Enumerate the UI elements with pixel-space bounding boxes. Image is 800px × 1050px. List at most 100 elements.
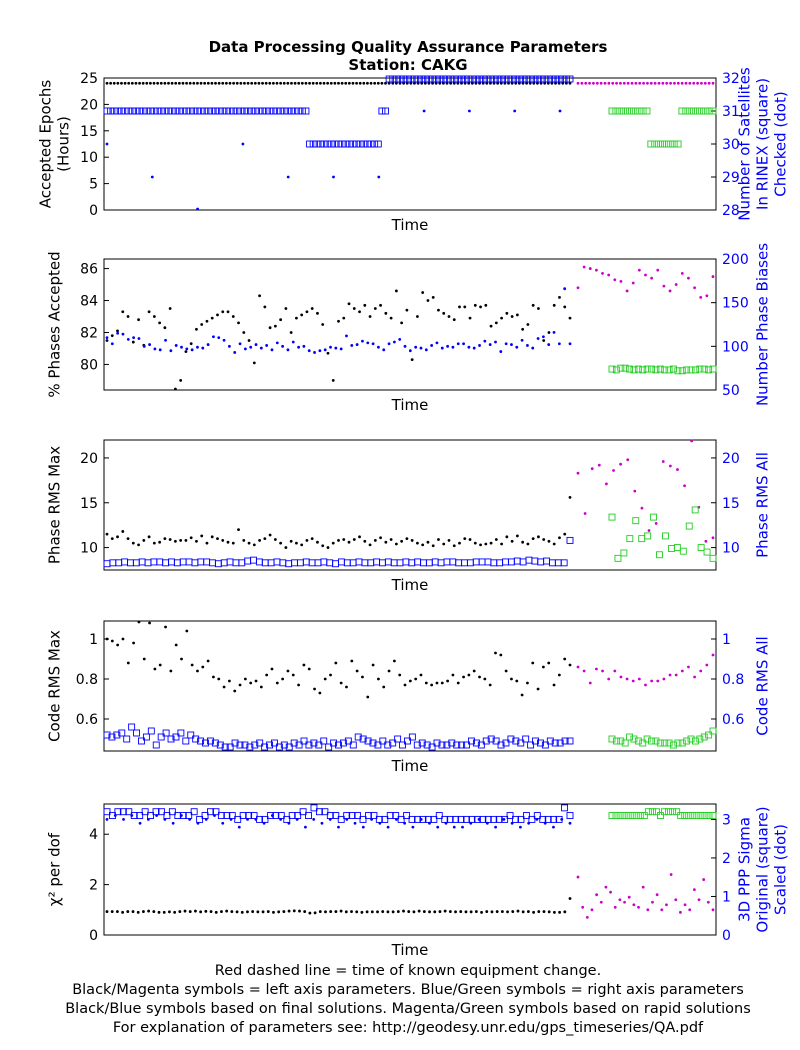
data-point [655, 140, 663, 148]
data-point [678, 367, 686, 375]
data-point [410, 358, 414, 362]
data-point [455, 559, 463, 567]
data-point [212, 107, 219, 115]
left-axis-label: Accepted Epochs [37, 80, 55, 209]
data-point [404, 737, 411, 745]
footer-line-3: Black/Blue symbols based on final soluti… [65, 1001, 751, 1017]
data-point [461, 559, 468, 567]
data-point [542, 538, 546, 541]
data-point [648, 365, 655, 373]
data-point [452, 81, 456, 85]
data-point [172, 733, 180, 741]
data-point [304, 825, 307, 829]
data-point [239, 812, 247, 820]
data-point [566, 737, 574, 745]
data-point [557, 342, 561, 346]
data-point [530, 75, 538, 83]
data-point [337, 558, 345, 566]
data-point [678, 107, 686, 115]
data-point [158, 348, 162, 352]
data-point [315, 808, 323, 816]
data-point [298, 107, 306, 115]
data-point [431, 295, 435, 299]
data-point [496, 81, 500, 85]
data-point [216, 537, 219, 541]
data-point [496, 559, 504, 567]
panel-4: 0.6 0.8 1 0.6 0.8 1 Time Code RMS Max Code RMS A… [46, 620, 772, 775]
data-point [519, 75, 527, 83]
data-point [674, 367, 682, 375]
data-point [507, 558, 515, 566]
data-point [476, 75, 484, 83]
data-point [515, 679, 519, 683]
data-point [177, 81, 181, 85]
data-point [635, 107, 643, 115]
data-point [295, 541, 298, 545]
data-point [379, 559, 386, 567]
right-tick-label: 1 [722, 632, 731, 648]
data-point [277, 107, 285, 115]
data-point [181, 81, 185, 85]
left-tick-label: 20 [80, 451, 98, 467]
data-point [386, 910, 390, 914]
data-point [167, 81, 170, 85]
data-point [321, 544, 325, 548]
data-point [408, 815, 416, 823]
data-point [525, 81, 528, 85]
data-point [121, 558, 129, 566]
data-point [513, 109, 517, 113]
data-point [168, 808, 176, 816]
data-point [626, 365, 634, 373]
data-point [302, 344, 306, 348]
data-point [195, 327, 198, 331]
left-axis-label: (Hours) [55, 116, 73, 172]
data-point [321, 808, 329, 816]
data-point [627, 107, 635, 115]
data-point [588, 81, 591, 85]
data-point [441, 815, 449, 823]
data-point [478, 558, 486, 566]
right-axis-label: Phase RMS All [754, 452, 772, 558]
data-point [650, 679, 654, 683]
footer-line-1: Red dashed line = time of known equipmen… [215, 963, 601, 979]
data-point [518, 825, 522, 829]
data-point [205, 319, 209, 323]
data-point [563, 532, 567, 536]
panel-5: 0 2 4 0 1 2 3 Time χ² per dof 3D PPP Sigma Origina… [46, 803, 790, 959]
figure-subtitle: Station: CAKG [348, 56, 467, 74]
data-point [282, 910, 286, 913]
data-point [687, 276, 690, 280]
data-point [254, 818, 258, 821]
right-tick-label: 0.6 [722, 712, 744, 728]
data-point [631, 679, 635, 683]
data-point [321, 323, 325, 326]
data-point [280, 107, 288, 115]
data-point [422, 109, 426, 113]
data-point [192, 735, 200, 743]
data-point [385, 75, 393, 83]
data-point [652, 808, 660, 816]
data-point [531, 557, 539, 565]
data-point [116, 329, 119, 333]
data-point [110, 334, 114, 338]
data-point [246, 743, 254, 751]
data-point [354, 733, 362, 741]
data-point [347, 81, 351, 85]
data-point [650, 276, 654, 280]
data-point [282, 81, 286, 85]
data-point [484, 542, 488, 546]
right-tick-label: 50 [722, 383, 740, 399]
data-point [628, 812, 636, 820]
data-point [155, 814, 159, 817]
data-point [194, 909, 197, 913]
data-point [563, 910, 567, 914]
data-point [539, 81, 543, 85]
data-point [291, 673, 295, 677]
data-point [492, 81, 496, 85]
data-point [703, 548, 711, 556]
plot-frame [103, 77, 717, 211]
data-point [416, 541, 419, 545]
data-point [700, 365, 708, 373]
data-point [238, 559, 246, 567]
data-point [168, 558, 175, 566]
